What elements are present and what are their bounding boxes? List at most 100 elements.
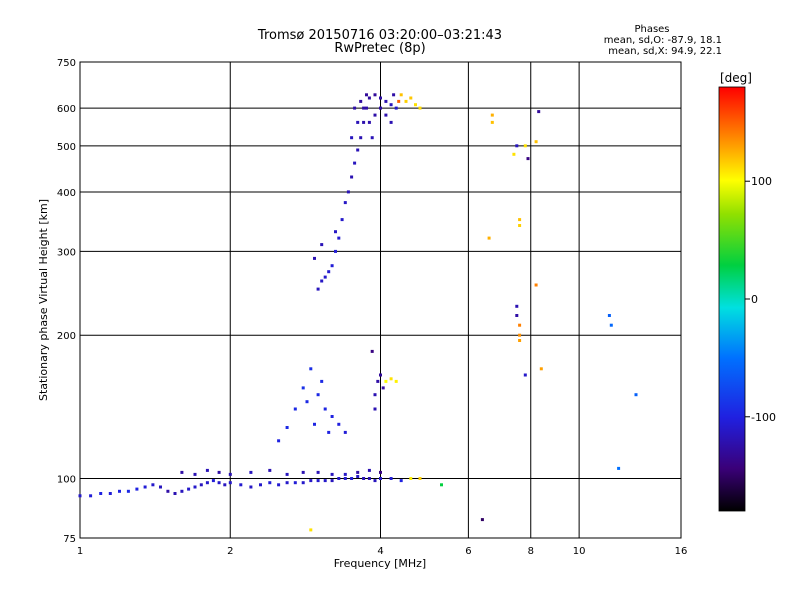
data-point	[193, 485, 197, 489]
x-tick-label: 10	[573, 546, 586, 557]
data-point	[327, 270, 331, 274]
data-point	[523, 373, 527, 377]
data-point	[199, 483, 203, 487]
data-point	[309, 479, 313, 483]
phase-stat-x: mean, sd,X: 94.9, 22.1	[608, 46, 722, 57]
x-axis-label: Frequency [MHz]	[334, 557, 426, 570]
data-point	[350, 477, 354, 480]
data-point	[356, 148, 360, 152]
data-point	[343, 477, 347, 480]
data-point	[518, 218, 522, 222]
data-point	[490, 113, 494, 117]
data-point	[617, 466, 621, 470]
data-point	[515, 314, 519, 317]
data-point	[135, 487, 139, 491]
data-point	[223, 483, 227, 487]
data-point	[539, 367, 543, 371]
data-point	[309, 367, 313, 371]
data-point	[268, 481, 272, 485]
data-point	[320, 379, 324, 383]
data-point	[379, 106, 382, 110]
data-point	[323, 479, 327, 483]
data-point	[373, 113, 377, 117]
data-point	[337, 477, 341, 480]
data-point	[515, 144, 519, 148]
data-point	[277, 483, 281, 487]
data-point	[334, 230, 337, 234]
data-point	[217, 481, 221, 485]
data-point	[239, 483, 243, 487]
data-point	[518, 333, 522, 337]
data-point	[350, 175, 354, 179]
data-point	[379, 477, 382, 480]
phase-heading: Phases	[634, 24, 669, 35]
data-point	[327, 430, 331, 434]
data-point	[409, 477, 413, 480]
data-point	[337, 236, 341, 240]
colorbar-tick-label: 0	[751, 293, 758, 306]
data-point	[367, 96, 371, 100]
data-point	[356, 475, 360, 478]
data-point	[373, 479, 377, 483]
data-point	[217, 470, 221, 474]
chart-title: Tromsø 20150716 03:20:00–03:21:43	[257, 28, 502, 43]
data-point	[409, 96, 413, 100]
data-point	[518, 323, 522, 327]
chart-subtitle: RwPretec (8p)	[334, 41, 425, 56]
data-point	[301, 470, 305, 474]
data-point	[518, 339, 522, 342]
data-point	[323, 275, 327, 279]
data-point	[89, 494, 93, 498]
y-axis-ticks: 75 100 200 300 400 500 600 750	[57, 58, 76, 545]
data-point	[379, 373, 382, 377]
data-point	[534, 140, 538, 144]
data-point	[515, 304, 519, 308]
data-point	[316, 393, 320, 397]
data-point	[367, 468, 371, 472]
colorbar	[718, 86, 746, 512]
y-tick-label: 100	[57, 475, 76, 486]
data-point	[173, 492, 177, 495]
x-tick-label: 2	[227, 546, 233, 557]
data-point	[523, 144, 527, 148]
data-point	[316, 287, 320, 291]
colorbar-tick-label: 100	[751, 175, 772, 188]
data-point	[518, 224, 522, 227]
data-point	[362, 106, 366, 110]
data-point	[343, 430, 347, 434]
y-axis-label: Stationary phase Virtual Height [km]	[37, 199, 50, 401]
data-point	[534, 283, 538, 287]
data-point	[365, 106, 368, 110]
data-point	[228, 472, 232, 476]
data-point	[490, 120, 494, 124]
data-point	[384, 99, 388, 103]
data-point	[316, 470, 320, 474]
data-point	[143, 485, 147, 489]
data-point	[151, 483, 155, 487]
data-point	[440, 483, 443, 487]
data-point	[373, 407, 377, 411]
data-point	[249, 470, 253, 474]
colorbar-ticks: 100 0 -100	[745, 175, 776, 424]
data-point	[373, 93, 377, 97]
data-point	[268, 468, 272, 472]
data-point	[320, 279, 324, 283]
data-point	[340, 218, 344, 222]
data-point	[404, 99, 408, 103]
data-point	[330, 472, 334, 476]
data-point	[305, 400, 309, 404]
data-point	[78, 494, 82, 498]
data-points	[78, 93, 638, 532]
data-point	[379, 96, 382, 100]
colorbar-label: [deg]	[720, 71, 752, 85]
data-point	[359, 136, 363, 140]
data-point	[108, 492, 112, 495]
data-point	[211, 479, 215, 483]
data-point	[99, 492, 103, 495]
y-tick-label: 300	[57, 247, 76, 258]
data-point	[187, 487, 191, 491]
data-point	[399, 93, 403, 97]
data-point	[249, 485, 253, 489]
data-point	[193, 472, 197, 476]
